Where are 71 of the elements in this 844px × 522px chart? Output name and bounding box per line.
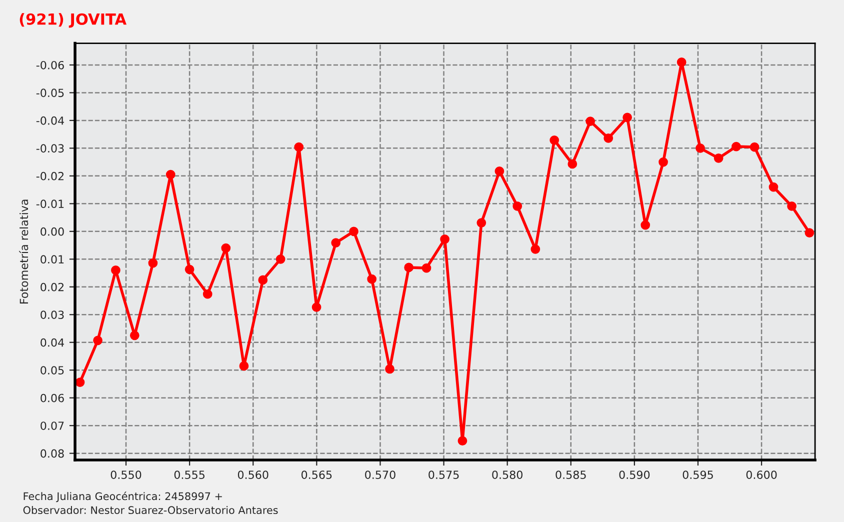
x-tick-label: 0.590 bbox=[619, 470, 650, 480]
point bbox=[148, 258, 158, 268]
point bbox=[385, 364, 394, 374]
point bbox=[768, 182, 778, 192]
point bbox=[75, 378, 85, 387]
y-tick-label: 0.08 bbox=[40, 449, 64, 458]
x-tick-label: 0.565 bbox=[301, 470, 332, 480]
y-tick-label: 0.02 bbox=[40, 282, 64, 292]
point bbox=[476, 218, 486, 228]
point bbox=[530, 244, 540, 254]
y-tick-label: -0.06 bbox=[36, 60, 64, 70]
point bbox=[294, 142, 304, 152]
x-tick-label: 0.570 bbox=[365, 470, 396, 480]
x-tick-label: 0.575 bbox=[428, 470, 459, 480]
point bbox=[202, 289, 212, 299]
y-tick-label: 0.07 bbox=[40, 422, 64, 430]
y-tick-label: -0.01 bbox=[36, 200, 64, 208]
point bbox=[349, 226, 358, 236]
point bbox=[130, 330, 140, 340]
point bbox=[111, 266, 120, 275]
point bbox=[184, 264, 194, 274]
x-tick-label: 0.555 bbox=[174, 470, 204, 480]
text: Fecha Juliana Geocéntrica: 2458997 + bbox=[24, 492, 222, 502]
y-tick-label: 0.05 bbox=[40, 366, 64, 374]
chart-title: (921) JOVITA bbox=[20, 13, 127, 28]
point bbox=[458, 436, 468, 446]
point bbox=[604, 134, 614, 143]
point bbox=[512, 201, 522, 211]
text: Observador: Nestor Suarez-Observatorio Antares bbox=[23, 506, 278, 514]
point bbox=[586, 116, 596, 126]
point bbox=[568, 159, 578, 169]
point bbox=[404, 262, 414, 272]
y-tick-label: -0.02 bbox=[36, 172, 64, 180]
y-tick-label: -0.04 bbox=[36, 116, 64, 125]
x-tick-label: 0.560 bbox=[238, 470, 268, 480]
y-tick-label: 0.01 bbox=[40, 255, 64, 264]
x-tick-label: 0.550 bbox=[110, 470, 142, 480]
point bbox=[787, 201, 796, 211]
y-tick-label: 0.04 bbox=[40, 338, 64, 347]
point bbox=[714, 153, 724, 163]
point bbox=[750, 142, 760, 152]
point bbox=[640, 220, 650, 230]
point bbox=[494, 166, 504, 176]
y-axis-title: Fotometría relativa bbox=[19, 200, 28, 304]
point bbox=[221, 243, 231, 253]
point bbox=[804, 228, 814, 238]
x-tick-label: 0.600 bbox=[746, 470, 777, 480]
point bbox=[550, 135, 560, 145]
point bbox=[658, 157, 668, 167]
point bbox=[696, 144, 705, 153]
point bbox=[239, 361, 249, 371]
point bbox=[622, 112, 632, 122]
point bbox=[331, 238, 341, 248]
x-tick-label: 0.595 bbox=[682, 470, 713, 480]
point bbox=[93, 336, 102, 346]
point bbox=[676, 58, 686, 67]
y-tick-label: 0.00 bbox=[40, 227, 64, 236]
y-tick-label: -0.05 bbox=[36, 88, 64, 98]
point bbox=[166, 170, 176, 180]
point bbox=[732, 142, 741, 152]
point bbox=[367, 274, 377, 284]
x-tick-label: 0.580 bbox=[492, 470, 522, 480]
point bbox=[312, 302, 322, 312]
y-tick-label: 0.06 bbox=[40, 394, 64, 402]
point bbox=[440, 234, 450, 244]
x-tick-label: 0.585 bbox=[556, 470, 586, 480]
point bbox=[422, 263, 432, 273]
y-tick-label: -0.03 bbox=[36, 144, 64, 153]
y-tick-label: 0.03 bbox=[40, 310, 64, 320]
point bbox=[276, 254, 286, 264]
point bbox=[258, 275, 268, 285]
